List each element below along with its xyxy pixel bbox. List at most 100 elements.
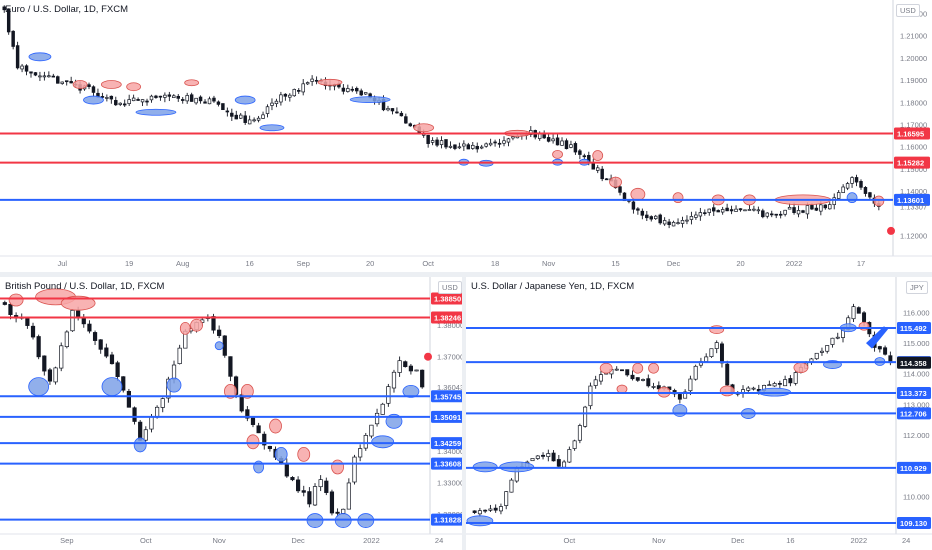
eurusd-candle-body	[707, 208, 712, 213]
eurusd-candle-body	[20, 65, 24, 70]
gbpusd-candle-body	[30, 325, 36, 338]
eurusd-highlight-marker	[135, 108, 177, 116]
gbpusd-candle-body	[386, 386, 391, 404]
usdjpy-candle-body	[862, 312, 867, 322]
eurusd-highlight-marker	[234, 95, 256, 105]
eurusd-candle-body	[662, 220, 667, 225]
usdjpy-candle-body	[646, 378, 651, 387]
eurusd-candle-body	[256, 117, 261, 121]
eurusd-candle-body	[631, 201, 636, 210]
usdjpy-chart-panel[interactable]: 116.000 115.000 114.000 113.000 112.000 110.0…	[466, 277, 932, 550]
gbpusd-candle-body	[211, 316, 216, 331]
usdjpy-candle-body	[883, 347, 888, 355]
usdjpy-candle-body	[588, 385, 593, 407]
gbpusd-level-tag	[431, 410, 462, 423]
gbpusd-candle-body	[177, 347, 182, 365]
usdjpy-candle-body	[567, 449, 572, 463]
gbpusd-candle-body	[267, 445, 272, 450]
eurusd-candle-body	[51, 75, 56, 78]
eurusd-candle-body	[653, 215, 658, 220]
usdjpy-level-tag-label: 115.492	[900, 324, 927, 333]
gbpusd-highlight-marker	[60, 295, 96, 311]
eurusd-chart[interactable]: 1.220001.210001.200001.190001.180001.170…	[0, 0, 932, 272]
gbpusd-chart-title: British Pound / U.S. Dollar, 1D, FXCM	[5, 281, 165, 292]
usdjpy-highlight-marker	[632, 362, 644, 374]
vertical-divider[interactable]	[462, 277, 466, 550]
eurusd-level-tag	[894, 156, 930, 169]
usdjpy-candle-body	[677, 394, 682, 400]
usdjpy-candle-body	[625, 369, 630, 376]
gbpusd-level-tag-label: 1.35091	[434, 413, 461, 422]
eurusd-x-tick-label: 20	[736, 259, 744, 268]
usdjpy-currency-badge[interactable]: JPY	[906, 281, 928, 294]
gbpusd-candle-body	[256, 425, 261, 434]
eurusd-candle-body	[497, 142, 502, 145]
gbpusd-highlight-marker	[214, 341, 224, 351]
eurusd-candle-body	[448, 145, 453, 148]
eurusd-candle-body	[787, 206, 792, 210]
gbpusd-candle-body	[53, 367, 58, 383]
gbpusd-candle-body	[222, 335, 227, 356]
eurusd-y-tick-label: 1.17000	[900, 120, 927, 129]
usdjpy-candle-body	[472, 510, 477, 513]
gbpusd-chart[interactable]: 1.380001.370001.340001.330001.32000SepOc…	[0, 277, 462, 550]
eurusd-chart-panel[interactable]: 1.220001.210001.200001.190001.180001.170…	[0, 0, 932, 272]
gbpusd-candle-body	[290, 477, 295, 481]
usdjpy-chart[interactable]: 116.000 115.000 114.000 113.000 112.000 110.0…	[466, 277, 932, 550]
eurusd-candle-body	[475, 145, 479, 150]
eurusd-candle-body	[11, 30, 15, 47]
usdjpy-candle-body	[693, 365, 698, 380]
eurusd-candle-body	[430, 140, 435, 143]
eurusd-chart-title: Euro / U.S. Dollar, 1D, FXCM	[5, 4, 129, 15]
eurusd-candle-body	[56, 76, 60, 84]
eurusd-level-tag-label: 1.16595	[897, 129, 924, 138]
gbpusd-candle-body	[171, 364, 177, 380]
gbpusd-candle-body	[307, 491, 312, 505]
eurusd-candle-body	[502, 140, 506, 144]
eurusd-candle-body	[38, 75, 42, 78]
eurusd-highlight-marker	[846, 192, 858, 204]
gbpusd-highlight-marker	[224, 383, 237, 399]
gbpusd-y-tick-label: 1.37000	[437, 353, 462, 362]
gbpusd-candle-body	[380, 403, 385, 415]
horizontal-divider[interactable]	[0, 272, 932, 277]
usdjpy-candle-body	[856, 307, 861, 314]
eurusd-candle-body	[310, 78, 314, 82]
gbpusd-level-tag-label: 1.33608	[434, 460, 461, 469]
eurusd-candle-body	[109, 95, 114, 100]
eurusd-candle-body	[778, 213, 783, 216]
gbpusd-candle-body	[160, 398, 165, 408]
gbpusd-level-tag	[431, 457, 462, 470]
eurusd-candle-body	[484, 143, 488, 147]
eurusd-candle-body	[283, 93, 288, 97]
eurusd-y-tick-label: 1.12000	[900, 231, 927, 240]
eurusd-candle-body	[29, 71, 33, 74]
eurusd-candle-body	[689, 216, 694, 220]
usdjpy-level-tag	[897, 461, 931, 474]
eurusd-x-tick-label: Dec	[667, 259, 681, 268]
eurusd-candle-body	[582, 155, 587, 158]
usdjpy-highlight-marker	[709, 325, 725, 335]
eurusd-currency-badge[interactable]: USD	[896, 4, 920, 17]
gbpusd-chart-panel[interactable]: 1.380001.370001.340001.330001.32000SepOc…	[0, 277, 462, 550]
gbpusd-highlight-marker	[246, 434, 260, 450]
usdjpy-candle-body	[546, 453, 551, 457]
gbpusd-candle-body	[143, 429, 148, 441]
gbpusd-candle-body	[301, 490, 306, 493]
eurusd-candle-body	[680, 220, 685, 224]
eurusd-candle-body	[600, 168, 604, 180]
usdjpy-candle-body	[535, 455, 540, 459]
usdjpy-candle-body	[772, 383, 777, 387]
usdjpy-x-tick-label: Oct	[564, 536, 577, 545]
usdjpy-candle-body	[746, 387, 751, 391]
gbpusd-candle-body	[87, 323, 92, 332]
eurusd-candle-body	[421, 133, 426, 136]
gbpusd-candle-body	[126, 390, 131, 408]
eurusd-candle-body	[24, 65, 29, 72]
usdjpy-candle-body	[583, 406, 588, 427]
gbpusd-y-tick-label: 1.33000	[437, 479, 462, 488]
gbpusd-currency-badge[interactable]: USD	[438, 281, 462, 294]
gbpusd-candle-body	[36, 336, 41, 358]
usdjpy-highlight-marker	[616, 384, 628, 394]
usdjpy-candle-body	[635, 377, 640, 381]
